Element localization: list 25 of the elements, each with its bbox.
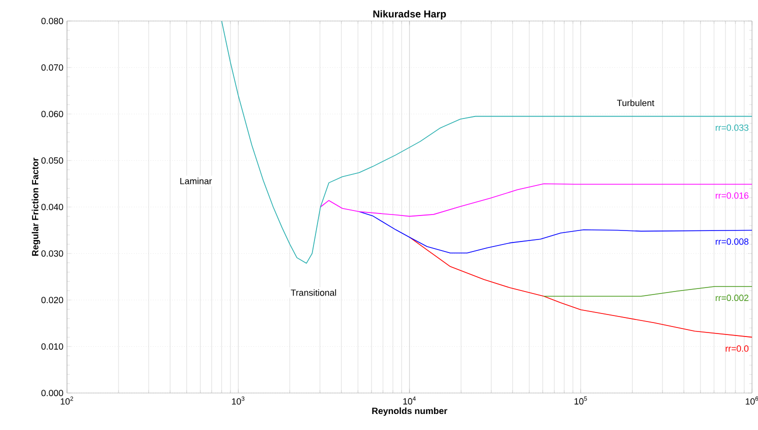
x-tick-label: 10$^{4}$ bbox=[403, 396, 416, 405]
x-axis-title: Reynolds number bbox=[372, 407, 448, 416]
y-tick-label: 0.030 bbox=[41, 250, 64, 257]
y-axis-title: Regular Friction Factor bbox=[32, 158, 40, 256]
series-label: rr=0.016 bbox=[716, 192, 748, 199]
y-tick-label: 0.050 bbox=[41, 157, 64, 164]
series-label: rr=0.008 bbox=[716, 238, 748, 245]
x-tick-label: 10$^{5}$ bbox=[574, 396, 587, 405]
series-label: rr=0.0 bbox=[726, 345, 748, 352]
x-tick-label: 10$^{3}$ bbox=[232, 396, 244, 405]
annotation: Laminar bbox=[180, 178, 212, 184]
y-tick-label: 0.070 bbox=[41, 64, 64, 71]
x-tick-label: 10$^{6}$ bbox=[746, 396, 758, 405]
annotation: Transitional bbox=[290, 289, 336, 296]
y-tick-label: 0.040 bbox=[41, 204, 64, 210]
chart-title: Nikuradse Harp bbox=[373, 10, 446, 20]
y-tick-label: 0.010 bbox=[41, 343, 64, 350]
annotation: Turbulent bbox=[616, 100, 654, 106]
y-tick-label: 0.000 bbox=[41, 390, 64, 396]
y-tick-label: 0.060 bbox=[41, 110, 64, 118]
series-label: rr=0.002 bbox=[716, 294, 748, 302]
x-tick-label: 10$^{2}$ bbox=[60, 396, 74, 405]
series-label: rr=0.033 bbox=[716, 124, 748, 131]
y-tick-label: 0.020 bbox=[41, 296, 64, 304]
y-tick-label: 0.080 bbox=[41, 18, 64, 24]
